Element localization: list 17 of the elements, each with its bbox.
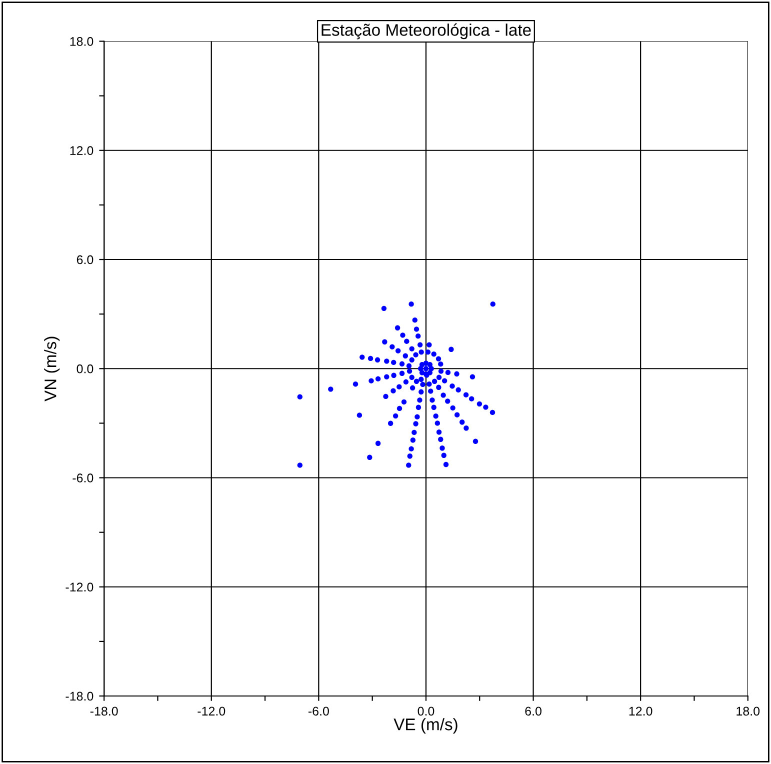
y-tick-label: -6.0 — [72, 474, 94, 482]
y-tick-label: -18.0 — [66, 692, 94, 701]
y-axis-title: VN (m/s) — [44, 336, 60, 402]
x-tick-label: 18.0 — [736, 706, 760, 716]
y-tick-label: -12.0 — [66, 582, 94, 592]
x-tick-label: -12.0 — [198, 706, 226, 716]
y-tick-label: 12.0 — [70, 146, 94, 156]
x-tick-label: -6.0 — [308, 706, 329, 716]
x-tick-label: 6.0 — [525, 706, 542, 716]
chart-title: Estação Meteorológica - late — [322, 23, 531, 40]
x-tick-label: 12.0 — [629, 706, 652, 716]
y-tick-label: 18.0 — [70, 37, 94, 46]
x-axis-title: VE (m/s) — [394, 718, 458, 734]
x-tick-label: 0.0 — [418, 706, 434, 716]
y-tick-label: 6.0 — [76, 255, 94, 264]
y-tick-label: 0.0 — [76, 364, 94, 374]
x-tick-label: -18.0 — [90, 706, 118, 716]
